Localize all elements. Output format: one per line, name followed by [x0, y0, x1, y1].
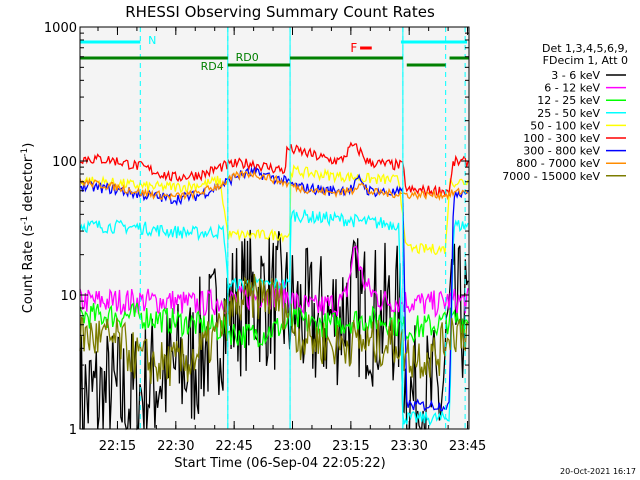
x-tick-label: 23:30 [390, 439, 427, 454]
x-tick-label: 22:30 [157, 439, 194, 454]
y-axis-label-sup1: -1 [20, 216, 30, 225]
legend-label: 50 - 100 keV [530, 119, 600, 132]
legend-label: 800 - 7000 keV [516, 157, 600, 170]
x-tick-label: 23:45 [449, 439, 486, 454]
legend-header-line1: Det 1,3,4,5,6,9, [542, 42, 628, 55]
x-tick-label: 22:45 [215, 439, 252, 454]
rd0-label: RD0 [236, 51, 259, 64]
x-tick-label: 23:15 [332, 439, 369, 454]
y-tick-label: 1000 [44, 21, 77, 36]
x-tick-label: 23:00 [274, 439, 311, 454]
plot-frame [79, 26, 470, 430]
x-tick-label: 22:15 [99, 439, 136, 454]
legend-label: 7000 - 15000 keV [502, 170, 600, 183]
legend: Det 1,3,4,5,6,9, FDecim 1, Att 0 3 - 6 k… [502, 42, 628, 183]
legend-label: 6 - 12 keV [544, 82, 600, 95]
legend-label: 3 - 6 keV [551, 69, 600, 82]
y-axis-label-mid: detector [21, 156, 36, 216]
rd4-label: RD4 [201, 60, 224, 73]
legend-label: 100 - 300 keV [523, 132, 600, 145]
legend-header-line2: FDecim 1, Att 0 [543, 54, 628, 67]
y-tick-label: 10 [60, 289, 77, 304]
y-axis-label: Count Rate (s-1 detector-1) [20, 143, 36, 314]
footer-timestamp: 20-Oct-2021 16:17 [560, 467, 636, 476]
y-tick-label: 1 [69, 423, 77, 438]
legend-label: 12 - 25 keV [537, 94, 600, 107]
legend-label: 25 - 50 keV [537, 107, 600, 120]
night-label: N [148, 34, 156, 47]
chart-title: RHESSI Observing Summary Count Rates [125, 3, 435, 21]
y-axis-label-sup2: -1 [20, 148, 30, 157]
axes: 1 10 100 1000 22:15 22:30 22:45 23:00 23:15 23:30… [44, 21, 486, 454]
legend-label: 300 - 800 keV [523, 145, 600, 158]
y-axis-label-end: ) [21, 143, 36, 148]
flare-label: F [350, 41, 357, 55]
y-axis-label-main: Count Rate (s [21, 225, 36, 314]
x-axis-label: Start Time (06-Sep-04 22:05:22) [174, 456, 385, 471]
y-tick-label: 100 [52, 155, 77, 170]
annotation-layer: N RD0 RD4 F [80, 27, 469, 429]
